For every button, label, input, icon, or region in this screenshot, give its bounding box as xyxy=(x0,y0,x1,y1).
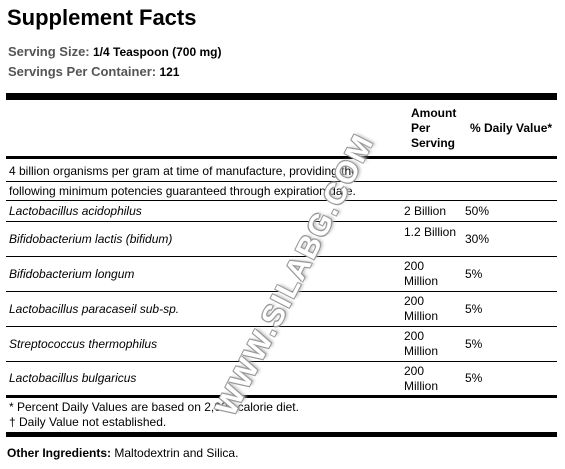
rule xyxy=(6,181,557,182)
footnote: * Percent Daily Values are based on 2,00… xyxy=(9,400,299,414)
daily-value: 5% xyxy=(465,266,483,281)
amount: Million xyxy=(404,309,439,323)
ingredient-name: Lactobacillus acidophilus xyxy=(9,203,142,218)
servings-per-container: Servings Per Container: 121 xyxy=(8,64,179,80)
ingredient-name: Lactobacillus bulgaricus xyxy=(9,371,137,385)
label: Other Ingredients: xyxy=(7,446,112,460)
amount: 1.2 Billion xyxy=(404,225,457,239)
amount-header: Amount Per Serving xyxy=(411,106,456,151)
rule xyxy=(6,156,557,159)
value: 1/4 Teaspoon (700 mg) xyxy=(92,45,222,59)
intro: 4 billion organisms per gram at time of … xyxy=(9,164,358,178)
rule xyxy=(6,361,557,362)
label: Servings Per Container: xyxy=(8,64,157,79)
line: Amount xyxy=(411,106,457,120)
value: Maltodextrin and Silica. xyxy=(114,446,239,460)
amount: 200 xyxy=(404,294,425,308)
amount: Million xyxy=(404,344,439,358)
amount: Million xyxy=(404,274,439,288)
ingredient-name: Bifidobacterium lactis (bifidum) xyxy=(9,231,173,246)
rule xyxy=(6,291,557,292)
other-ingredients: Other Ingredients: Maltodextrin and Sili… xyxy=(7,446,238,461)
rule xyxy=(6,256,557,257)
title: Supplement Facts xyxy=(7,5,197,30)
amount: 200 xyxy=(404,329,425,343)
daily-value: 5% xyxy=(465,336,483,351)
line: Serving xyxy=(411,136,456,150)
rule xyxy=(6,93,557,100)
intro: following minimum potencies guaranteed t… xyxy=(9,184,356,198)
rule xyxy=(6,200,557,201)
footnote: † Daily Value not established. xyxy=(9,415,167,429)
rule xyxy=(6,221,557,222)
daily-value: 50% xyxy=(465,203,490,218)
daily-value: 5% xyxy=(465,371,483,385)
amount: 2 Billion xyxy=(404,203,447,218)
rule xyxy=(6,432,557,437)
ingredient-name: Lactobacillus paracaseil sub-sp. xyxy=(9,301,180,316)
line: Per xyxy=(411,121,431,135)
label: Serving Size: xyxy=(8,44,90,59)
ingredient-name: Streptococcus thermophilus xyxy=(9,336,158,351)
amount: 200 xyxy=(404,363,425,378)
rule xyxy=(6,326,557,327)
value: 121 xyxy=(159,65,180,79)
serving-size: Serving Size: 1/4 Teaspoon (700 mg) xyxy=(8,44,221,60)
daily-value: 5% xyxy=(465,301,483,316)
ingredient-name: Bifidobacterium longum xyxy=(9,266,135,281)
rule xyxy=(6,395,557,398)
amount: 200 xyxy=(404,259,425,273)
daily-value: 30% xyxy=(465,231,490,246)
dv-header: % Daily Value* xyxy=(470,121,553,135)
amount: Million xyxy=(404,378,439,393)
